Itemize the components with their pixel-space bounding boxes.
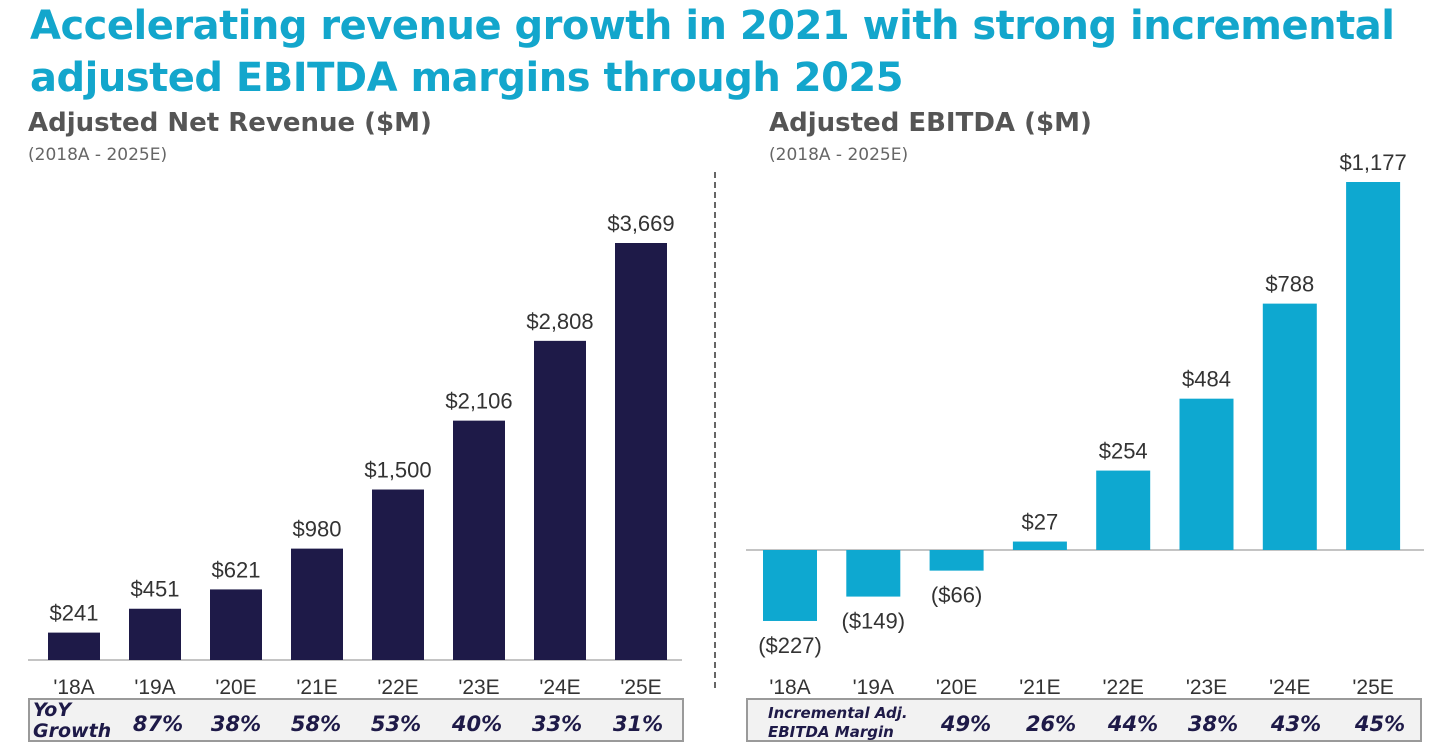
revenue-value-label: $3,669 xyxy=(607,211,674,236)
revenue-bar xyxy=(534,340,586,660)
ebitda-bar xyxy=(763,550,817,621)
ebitda-footer-value: 43% xyxy=(1270,712,1322,736)
revenue-bar xyxy=(48,632,100,660)
ebitda-category-label: '19A xyxy=(853,676,894,699)
ebitda-category-label: '18A xyxy=(769,676,810,699)
headline: Accelerating revenue growth in 2021 with… xyxy=(30,0,1395,104)
revenue-bar xyxy=(453,420,505,660)
revenue-footer-value: 31% xyxy=(612,712,664,736)
ebitda-value-label: ($66) xyxy=(931,583,982,608)
revenue-growth-box xyxy=(28,698,684,742)
revenue-bar xyxy=(129,608,181,660)
ebitda-bar xyxy=(1096,470,1151,550)
ebitda-value-label: ($149) xyxy=(842,609,906,634)
ebitda-category-label: '21E xyxy=(1019,676,1060,699)
revenue-category-label: '20E xyxy=(215,676,256,699)
revenue-footer-value: 40% xyxy=(451,712,503,736)
revenue-growth-label: YoY Growth xyxy=(33,700,111,742)
revenue-value-label: $2,808 xyxy=(526,309,593,334)
revenue-footer-value: 58% xyxy=(290,712,342,736)
revenue-value-label: $1,500 xyxy=(364,458,431,483)
ebitda-footer-value: 44% xyxy=(1107,712,1159,736)
revenue-bar xyxy=(372,489,424,660)
ebitda-bar xyxy=(929,550,984,571)
ebitda-margin-box xyxy=(746,698,1422,742)
ebitda-value-label: $484 xyxy=(1182,367,1231,392)
headline-line-1: Accelerating revenue growth in 2021 with… xyxy=(30,3,1395,49)
revenue-value-label: $621 xyxy=(212,557,261,582)
revenue-footer-value: 33% xyxy=(531,712,583,736)
revenue-growth-label-line-1: YoY xyxy=(33,699,72,721)
chart-divider xyxy=(714,172,716,688)
revenue-bar xyxy=(615,243,667,660)
revenue-value-label: $451 xyxy=(131,577,180,602)
revenue-category-label: '25E xyxy=(620,676,661,699)
revenue-category-label: '24E xyxy=(539,676,580,699)
ebitda-category-label: '25E xyxy=(1352,676,1393,699)
revenue-footer-value: 38% xyxy=(210,712,262,736)
revenue-value-label: $2,106 xyxy=(445,389,512,414)
revenue-category-label: '23E xyxy=(458,676,499,699)
ebitda-margin-label: Incremental Adj. EBITDA Margin xyxy=(768,704,908,742)
revenue-chart-title: Adjusted Net Revenue ($M) xyxy=(28,108,432,138)
ebitda-value-label: $1,177 xyxy=(1339,150,1406,175)
revenue-value-label: $980 xyxy=(293,517,342,542)
ebitda-bar xyxy=(1262,303,1317,550)
ebitda-value-label: $27 xyxy=(1022,510,1059,535)
ebitda-bar xyxy=(1346,182,1401,550)
revenue-category-label: '21E xyxy=(296,676,337,699)
ebitda-bar xyxy=(1012,541,1067,550)
revenue-value-label: $241 xyxy=(50,601,99,626)
ebitda-footer-value: 38% xyxy=(1187,712,1239,736)
ebitda-category-label: '24E xyxy=(1269,676,1310,699)
headline-line-2: adjusted EBITDA margins through 2025 xyxy=(30,55,904,101)
revenue-category-label: '22E xyxy=(377,676,418,699)
ebitda-value-label: $254 xyxy=(1099,439,1148,464)
ebitda-value-label: ($227) xyxy=(758,633,822,658)
revenue-bar xyxy=(210,589,262,660)
ebitda-footer-value: 45% xyxy=(1354,712,1406,736)
ebitda-chart-subtitle: (2018A - 2025E) xyxy=(769,145,909,165)
ebitda-footer-value: 49% xyxy=(940,712,992,736)
ebitda-chart-title: Adjusted EBITDA ($M) xyxy=(769,108,1092,138)
ebitda-margin-label-line-1: Incremental Adj. xyxy=(768,704,908,722)
ebitda-category-label: '22E xyxy=(1103,676,1144,699)
ebitda-footer-value: 26% xyxy=(1025,712,1077,736)
revenue-chart-subtitle: (2018A - 2025E) xyxy=(28,145,168,165)
ebitda-bar xyxy=(846,550,901,597)
revenue-category-label: '19A xyxy=(134,676,175,699)
ebitda-bar xyxy=(1179,398,1234,550)
ebitda-category-label: '23E xyxy=(1186,676,1227,699)
ebitda-value-label: $788 xyxy=(1265,272,1314,297)
ebitda-margin-label-line-2: EBITDA Margin xyxy=(768,723,894,741)
revenue-footer-value: 53% xyxy=(370,712,422,736)
revenue-bar xyxy=(291,548,343,660)
revenue-category-label: '18A xyxy=(53,676,94,699)
revenue-footer-value: 87% xyxy=(132,712,184,736)
revenue-growth-label-line-2: Growth xyxy=(33,720,112,742)
ebitda-category-label: '20E xyxy=(936,676,977,699)
